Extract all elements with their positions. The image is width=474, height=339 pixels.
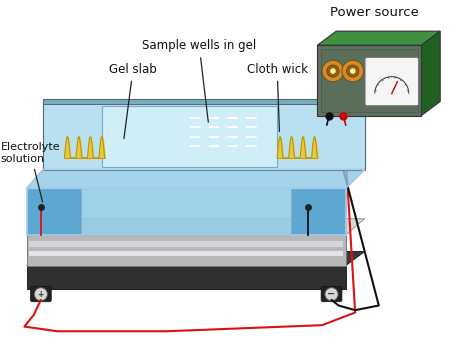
- Polygon shape: [43, 99, 365, 170]
- FancyBboxPatch shape: [318, 45, 421, 116]
- Text: Power source: Power source: [329, 6, 419, 19]
- Text: +: +: [38, 290, 44, 299]
- Circle shape: [322, 60, 344, 82]
- Polygon shape: [27, 188, 81, 235]
- Polygon shape: [29, 251, 343, 256]
- Polygon shape: [102, 106, 277, 167]
- Circle shape: [327, 65, 339, 77]
- Circle shape: [325, 288, 338, 301]
- Polygon shape: [27, 170, 365, 188]
- FancyBboxPatch shape: [320, 48, 418, 112]
- Polygon shape: [292, 188, 346, 235]
- Polygon shape: [27, 219, 365, 235]
- Circle shape: [342, 60, 364, 82]
- Circle shape: [346, 65, 359, 77]
- Polygon shape: [27, 235, 346, 266]
- FancyBboxPatch shape: [321, 286, 342, 302]
- Polygon shape: [318, 31, 440, 45]
- Polygon shape: [29, 241, 343, 247]
- Text: −: −: [328, 289, 336, 299]
- FancyBboxPatch shape: [365, 57, 419, 106]
- Circle shape: [351, 69, 355, 73]
- Polygon shape: [27, 188, 346, 235]
- Text: Gel slab: Gel slab: [109, 63, 157, 139]
- Polygon shape: [27, 252, 365, 266]
- Circle shape: [331, 69, 335, 73]
- Polygon shape: [43, 99, 365, 104]
- Text: Electrolyte
solution: Electrolyte solution: [0, 142, 60, 202]
- Text: Sample wells in gel: Sample wells in gel: [142, 39, 256, 122]
- Circle shape: [34, 288, 47, 301]
- FancyBboxPatch shape: [30, 286, 51, 302]
- Polygon shape: [421, 31, 440, 116]
- Text: Cloth wick: Cloth wick: [246, 63, 308, 132]
- Polygon shape: [27, 266, 346, 289]
